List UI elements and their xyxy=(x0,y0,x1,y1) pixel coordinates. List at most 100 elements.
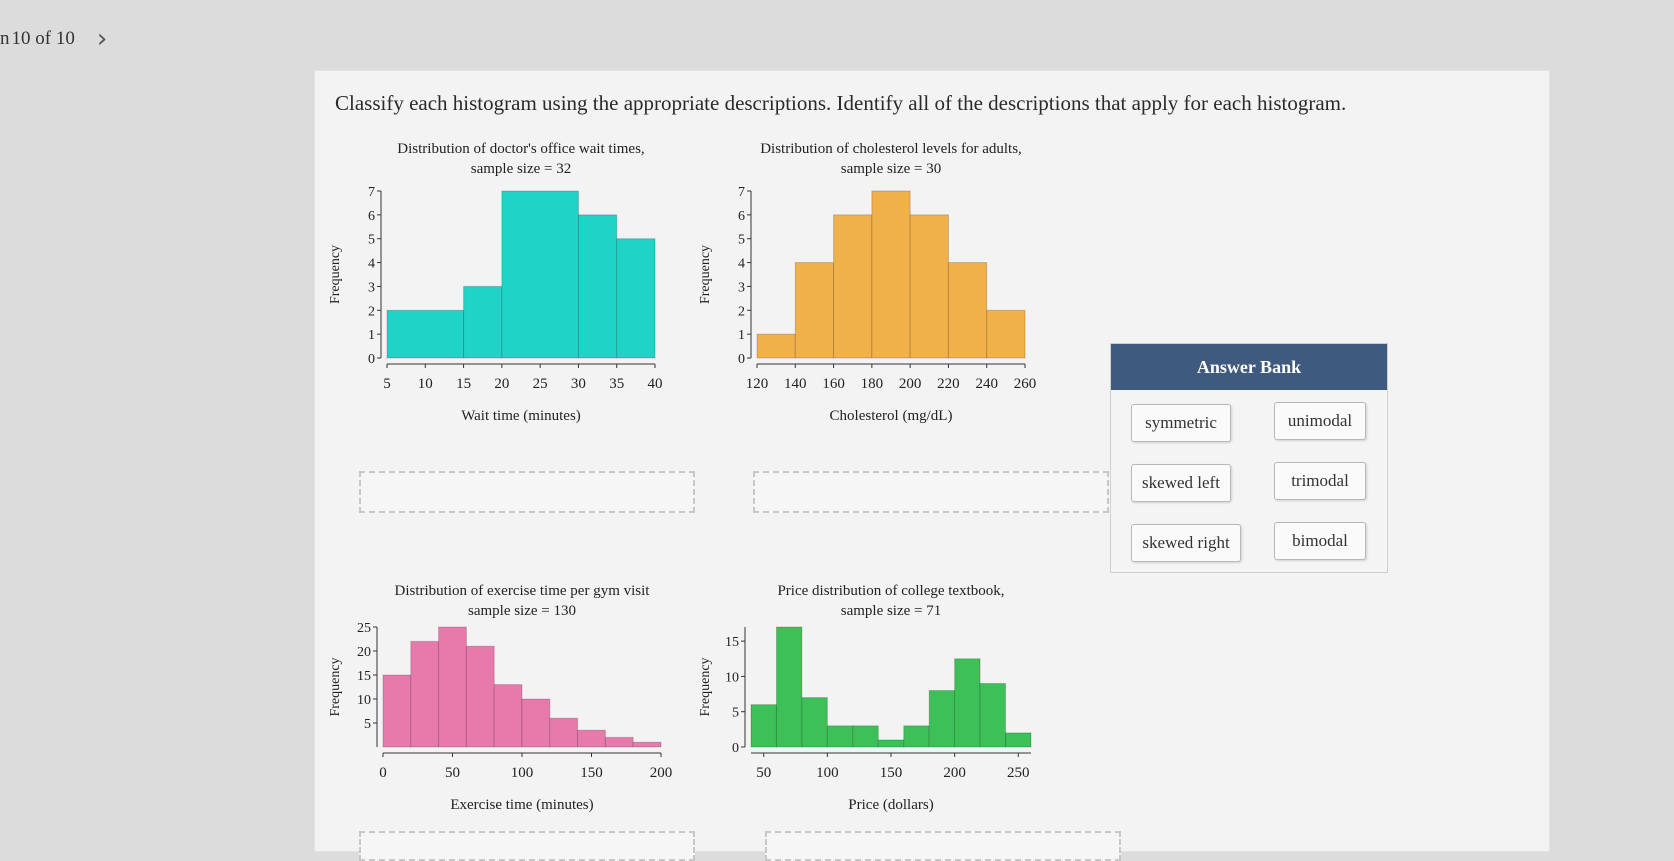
x-axis-label: Cholesterol (mg/dL) xyxy=(830,408,953,424)
x-tick-label: 150 xyxy=(880,765,903,781)
y-tick-label: 7 xyxy=(368,185,375,200)
x-tick-label: 260 xyxy=(1014,376,1037,392)
histogram-bar xyxy=(604,736,634,748)
answer-bank: Answer Bank symmetric unimodal skewed le… xyxy=(1110,343,1388,573)
y-tick-label: 0 xyxy=(368,352,375,367)
x-tick-label: 50 xyxy=(445,765,460,781)
y-tick-label: 4 xyxy=(368,257,375,272)
y-tick-label: 15 xyxy=(357,669,371,684)
y-tick-label: 4 xyxy=(738,257,745,272)
y-tick-label: 5 xyxy=(368,233,375,248)
dropzone-exercise-time[interactable] xyxy=(359,831,695,861)
chart-subtitle: sample size = 71 xyxy=(841,603,942,619)
answer-bank-title: Answer Bank xyxy=(1111,344,1387,390)
histogram-bar xyxy=(493,684,523,748)
x-tick-label: 40 xyxy=(648,376,663,392)
histogram-bar xyxy=(577,729,606,748)
y-tick-label: 10 xyxy=(357,693,371,708)
x-tick-label: 15 xyxy=(456,376,471,392)
question-counter: 10 of 10 xyxy=(11,28,75,49)
y-tick-label: 5 xyxy=(738,233,745,248)
histogram-bar xyxy=(438,626,467,748)
x-tick-label: 200 xyxy=(943,765,966,781)
dropzone-cholesterol[interactable] xyxy=(753,471,1109,513)
x-tick-label: 220 xyxy=(937,376,960,392)
y-tick-label: 15 xyxy=(725,635,739,650)
nav-prefix: n xyxy=(0,28,10,49)
y-tick-label: 6 xyxy=(368,209,375,224)
x-tick-label: 200 xyxy=(899,376,922,392)
y-tick-label: 5 xyxy=(732,706,739,721)
y-tick-label: 0 xyxy=(732,741,739,756)
x-tick-label: 10 xyxy=(418,376,433,392)
x-tick-label: 100 xyxy=(816,765,839,781)
histogram-bar xyxy=(954,658,981,748)
histogram-bar xyxy=(928,690,956,748)
x-tick-label: 5 xyxy=(383,376,391,392)
histogram-bar xyxy=(986,309,1026,359)
chart-subtitle: sample size = 32 xyxy=(471,161,572,177)
chip-unimodal[interactable]: unimodal xyxy=(1274,402,1366,440)
x-tick-label: 30 xyxy=(571,376,586,392)
y-tick-label: 5 xyxy=(364,717,371,732)
y-tick-label: 7 xyxy=(738,185,745,200)
histogram-bar xyxy=(410,640,440,748)
x-tick-label: 250 xyxy=(1007,765,1030,781)
x-tick-label: 150 xyxy=(580,765,603,781)
dropzone-textbook-price[interactable] xyxy=(765,831,1121,861)
histogram-bar xyxy=(979,682,1007,748)
chip-bimodal[interactable]: bimodal xyxy=(1274,522,1366,560)
x-tick-label: 240 xyxy=(975,376,998,392)
histogram-bar xyxy=(877,739,905,748)
histogram-bar xyxy=(852,725,879,748)
question-nav: n 10 of 10 › xyxy=(0,24,107,54)
histogram-bar xyxy=(463,285,503,359)
y-tick-label: 2 xyxy=(738,304,745,319)
histogram-bar xyxy=(632,741,662,748)
x-tick-label: 0 xyxy=(379,765,387,781)
histogram-exercise-time: Distribution of exercise time per gym vi… xyxy=(328,583,673,813)
chart-subtitle: sample size = 30 xyxy=(841,161,942,177)
y-tick-label: 3 xyxy=(368,280,375,295)
y-tick-label: 20 xyxy=(357,645,371,660)
y-tick-label: 25 xyxy=(357,621,371,636)
histogram-bar xyxy=(801,697,828,748)
chip-symmetric[interactable]: symmetric xyxy=(1131,404,1231,442)
histogram-bar xyxy=(775,626,803,748)
histogram-bar xyxy=(382,674,412,748)
histogram-bar xyxy=(833,214,873,359)
chart-title: Distribution of doctor's office wait tim… xyxy=(397,141,644,157)
histogram-bar xyxy=(616,238,656,359)
histogram-bar xyxy=(909,214,949,359)
x-tick-label: 200 xyxy=(650,765,673,781)
chart-title: Distribution of cholesterol levels for a… xyxy=(760,141,1022,157)
histogram-bar xyxy=(1005,732,1032,748)
chip-skewed-left[interactable]: skewed left xyxy=(1131,464,1231,502)
chip-skewed-right[interactable]: skewed right xyxy=(1131,524,1241,562)
x-axis-label: Price (dollars) xyxy=(848,797,933,813)
x-axis-label: Wait time (minutes) xyxy=(461,408,581,424)
x-tick-label: 100 xyxy=(511,765,534,781)
histogram-textbook-price: Price distribution of college textbook, s… xyxy=(698,583,1032,813)
x-tick-label: 160 xyxy=(822,376,845,392)
x-tick-label: 180 xyxy=(861,376,884,392)
chart-title: Distribution of exercise time per gym vi… xyxy=(395,583,651,599)
chip-trimodal[interactable]: trimodal xyxy=(1274,462,1366,500)
histogram-bar xyxy=(756,333,796,359)
chart-title: Price distribution of college textbook, xyxy=(777,583,1004,599)
chart-subtitle: sample size = 130 xyxy=(468,603,576,619)
histogram-bar xyxy=(386,309,465,359)
y-axis-label: Frequency xyxy=(698,245,713,304)
y-axis-label: Frequency xyxy=(698,657,713,716)
x-tick-label: 35 xyxy=(609,376,624,392)
instructions-text: Classify each histogram using the approp… xyxy=(335,91,1347,115)
histogram-bar xyxy=(826,725,854,748)
histogram-bar xyxy=(549,717,579,748)
histogram-bar xyxy=(501,190,579,359)
dropzone-wait-times[interactable] xyxy=(359,471,695,513)
y-tick-label: 1 xyxy=(368,328,375,343)
histogram-bar xyxy=(465,645,495,748)
histogram-bar xyxy=(794,262,835,359)
chevron-right-icon[interactable]: › xyxy=(96,24,108,54)
x-tick-label: 20 xyxy=(494,376,509,392)
